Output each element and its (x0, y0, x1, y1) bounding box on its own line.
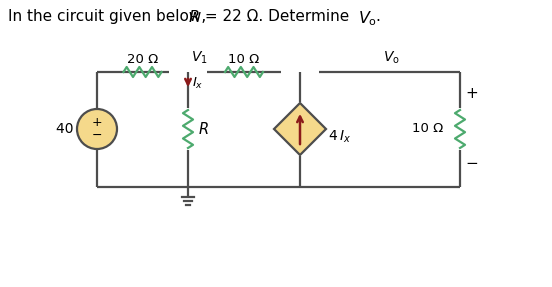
Text: $R$: $R$ (198, 121, 209, 137)
Text: $V_1$: $V_1$ (191, 50, 208, 66)
Text: 20 Ω: 20 Ω (127, 53, 158, 66)
Polygon shape (274, 103, 326, 155)
Text: $V_{\rm o}$: $V_{\rm o}$ (358, 9, 377, 28)
Circle shape (77, 109, 117, 149)
Text: In the circuit given below,: In the circuit given below, (8, 9, 211, 24)
Text: = 22 Ω. Determine: = 22 Ω. Determine (200, 9, 354, 24)
Text: 10 Ω: 10 Ω (412, 123, 443, 135)
Text: +: + (465, 86, 477, 102)
Text: −: − (92, 129, 102, 141)
Text: −: − (465, 156, 477, 172)
Text: $V_{\rm o}$: $V_{\rm o}$ (383, 50, 400, 66)
Text: $I_x$: $I_x$ (192, 75, 204, 91)
Text: .: . (375, 9, 380, 24)
Text: +: + (92, 117, 102, 129)
Text: 10 Ω: 10 Ω (229, 53, 259, 66)
Text: 40 V: 40 V (56, 122, 87, 136)
Text: $R$: $R$ (188, 9, 200, 25)
Text: $4\,I_x$: $4\,I_x$ (328, 129, 351, 145)
